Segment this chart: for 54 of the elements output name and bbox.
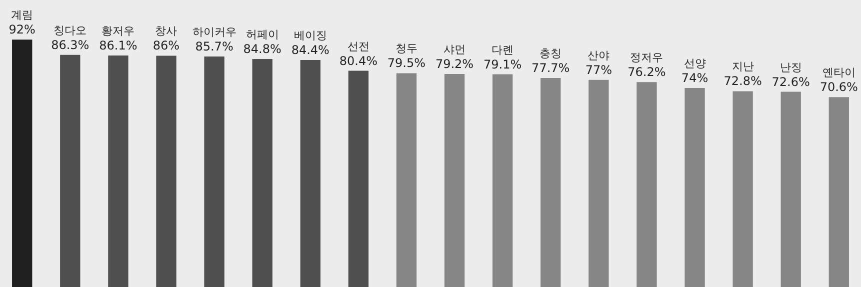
bar: [156, 56, 176, 287]
bar: [636, 82, 657, 287]
data-label: 84.4%: [291, 43, 330, 58]
x-tick-label: 베이징: [294, 29, 327, 42]
x-tick-label: 옌타이: [822, 66, 856, 80]
x-tick-label: 다롄: [492, 43, 514, 56]
data-label: 72.8%: [724, 74, 762, 88]
data-label: 84.8%: [243, 42, 282, 56]
data-label: 77%: [585, 62, 612, 77]
data-label: 72.6%: [772, 74, 810, 89]
x-tick-label: 계림: [11, 8, 34, 22]
x-tick-label: 충칭: [540, 47, 562, 60]
bar: [492, 74, 513, 287]
bar: [60, 54, 80, 287]
bar: [108, 55, 128, 287]
data-label: 79.5%: [387, 56, 426, 70]
data-label: 76.2%: [628, 65, 666, 80]
x-tick-label: 산야: [588, 48, 610, 62]
x-tick-label: 지난: [732, 60, 754, 74]
x-tick-label: 정저우: [630, 51, 664, 64]
bar: [780, 92, 801, 287]
bar: [732, 91, 753, 287]
x-tick-label: 난징: [780, 60, 802, 74]
data-label: 79.1%: [484, 57, 522, 72]
bar: [684, 88, 705, 287]
data-label: 74%: [681, 70, 708, 85]
bar: [444, 74, 465, 287]
x-tick-label: 샤먼: [444, 43, 466, 56]
x-tick-label: 선양: [684, 56, 706, 70]
data-label: 86.1%: [99, 38, 138, 52]
bar: [300, 60, 320, 287]
x-tick-label: 하이커우: [192, 26, 236, 39]
data-label: 86.3%: [51, 38, 90, 52]
bar: [12, 40, 32, 287]
x-tick-label: 황저우: [102, 24, 135, 38]
data-label: 77.7%: [532, 61, 570, 76]
x-tick-label: 창사: [155, 24, 178, 38]
x-tick-label: 칭다오: [54, 24, 87, 37]
bar: [828, 97, 849, 287]
x-tick-label: 선전: [347, 40, 370, 53]
bar: [252, 58, 272, 287]
data-label: 70.6%: [820, 80, 858, 94]
data-label: 85.7%: [195, 40, 234, 54]
x-tick-label: 청두: [395, 42, 418, 56]
data-label: 92%: [8, 22, 36, 37]
data-label: 80.4%: [339, 54, 378, 68]
data-label: 79.2%: [435, 57, 474, 72]
x-tick-label: 허페이: [246, 28, 279, 41]
bar: [204, 56, 224, 287]
bar: [396, 73, 417, 287]
bar: [588, 80, 609, 287]
bar: [348, 70, 369, 287]
bar: [540, 78, 561, 287]
data-label: 86%: [152, 38, 180, 53]
